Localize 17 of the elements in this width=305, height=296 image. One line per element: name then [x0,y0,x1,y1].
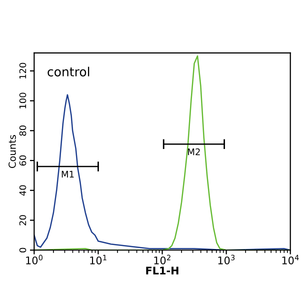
y-tick-label: 20 [19,215,26,226]
y-tick-label: 60 [19,155,26,166]
y-axis-title: Counts [8,135,16,168]
x-tick-label: 10$^{2}$ [154,254,170,264]
y-tick-label: 0 [19,248,26,252]
x-tick-label: 10$^{1}$ [90,254,106,264]
y-tick-label: 80 [19,126,26,136]
annotation: control [48,66,90,76]
y-tick-label: 100 [19,92,26,108]
x-tick-label: 10$^{4}$ [282,254,299,264]
x-axis-title: FL1-H [146,266,178,274]
y-tick-label: 40 [19,185,26,196]
x-tick-label: 10$^{0}$ [26,254,43,264]
y-tick-label: 120 [19,62,26,79]
x-tick-label: 10$^{3}$ [218,254,235,264]
series-label: M1 [62,170,74,178]
series-label: M2 [188,148,200,156]
